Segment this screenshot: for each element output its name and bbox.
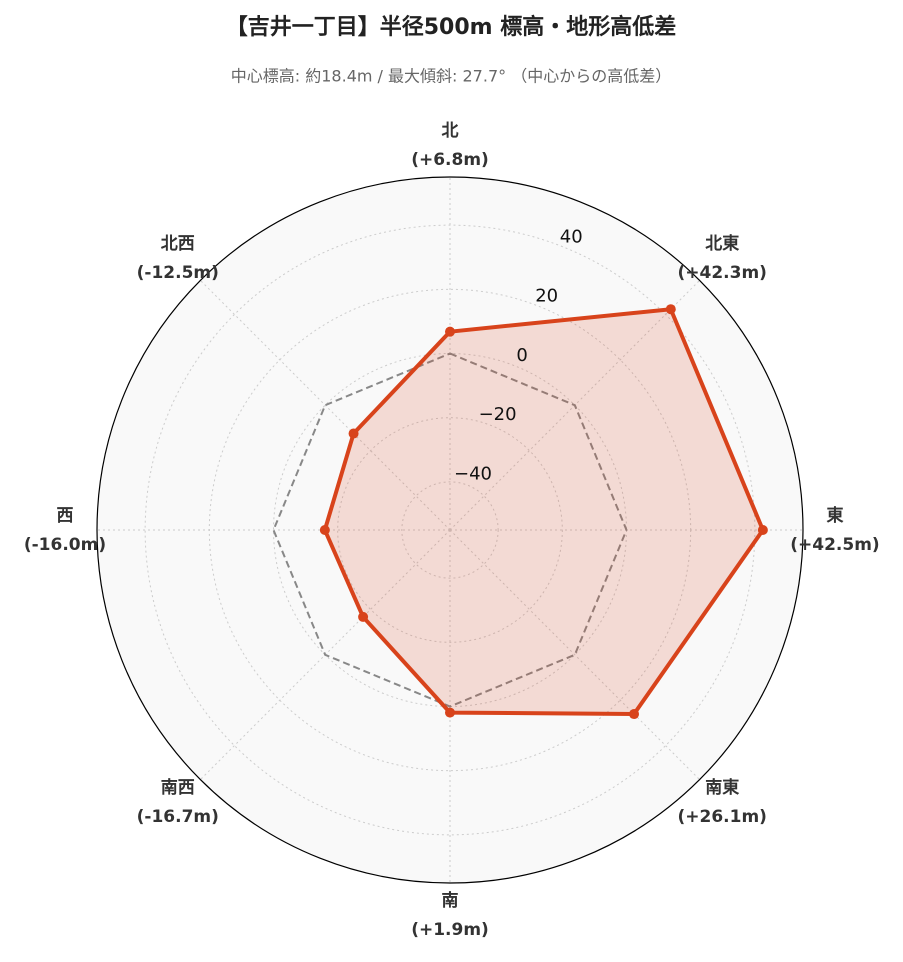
grid-circle [337, 417, 563, 643]
value-label: (-12.5m) [137, 263, 219, 283]
reference-line [272, 352, 628, 708]
data-point [757, 525, 768, 535]
chart-subtitle: 中心標高: 約18.4m / 最大傾斜: 27.7° （中心からの高低差） [231, 67, 671, 86]
r-tick-label: 20 [535, 286, 558, 307]
category-label: 南西 [161, 777, 195, 798]
value-label: (+42.3m) [678, 263, 767, 283]
value-label: (-16.7m) [137, 807, 219, 827]
category-label: 北 [442, 121, 459, 141]
data-point [665, 304, 676, 315]
value-label: (-16.0m) [24, 535, 106, 555]
category-label: 北西 [161, 234, 195, 254]
plot-border [96, 176, 804, 884]
category-label: 北東 [705, 233, 739, 254]
data-point [445, 707, 455, 718]
value-label: (+1.9m) [411, 920, 489, 940]
spoke [200, 280, 451, 531]
r-tick-label: −20 [479, 404, 517, 425]
grid-circle [208, 288, 692, 772]
value-label: (+26.1m) [678, 807, 767, 827]
chart-title: 【吉井一丁目】半径500m 標高・地形高低差 [226, 14, 677, 40]
data-point [348, 428, 359, 439]
r-tick-label: 40 [560, 226, 583, 247]
grid-circle [401, 481, 499, 579]
r-tick-label: 0 [516, 345, 527, 366]
value-label: (+6.8m) [411, 150, 489, 170]
category-label: 南 [442, 890, 459, 911]
data-point [629, 709, 640, 720]
category-label: 西 [57, 506, 74, 526]
data-point [445, 326, 455, 337]
spoke [449, 529, 700, 780]
grid-circle [144, 224, 756, 836]
category-label: 南東 [705, 777, 739, 798]
r-tick-label: −40 [454, 463, 492, 484]
category-label: 東 [827, 505, 844, 526]
value-label: (+42.5m) [790, 535, 879, 555]
data-point [319, 525, 330, 535]
data-point [358, 611, 369, 622]
